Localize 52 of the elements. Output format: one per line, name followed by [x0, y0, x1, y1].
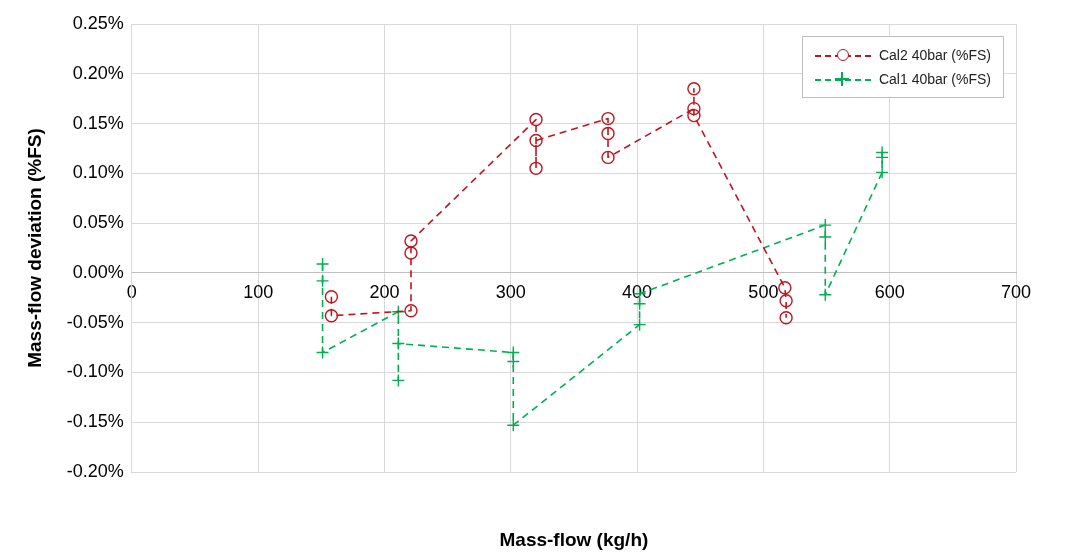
point	[404, 234, 418, 248]
y-axis-title: Mass-flow deviation (%FS)	[23, 128, 45, 368]
point	[601, 126, 615, 141]
point	[818, 218, 832, 232]
point	[875, 165, 889, 180]
point	[687, 108, 701, 123]
legend-label: Cal2 40bar (%FS)	[878, 47, 991, 63]
point	[529, 133, 543, 148]
point	[391, 336, 406, 351]
y-tick-label: -0.15%	[66, 411, 124, 432]
y-tick-label: 0.20%	[72, 62, 124, 83]
point	[315, 345, 330, 360]
point	[818, 230, 832, 244]
y-tick-label: 0.15%	[72, 112, 124, 133]
point	[601, 150, 615, 165]
point	[875, 145, 889, 160]
point	[404, 304, 418, 318]
point	[506, 354, 520, 369]
y-tick-label: 0.05%	[72, 212, 124, 233]
x-tick-label: 200	[369, 281, 400, 302]
point	[779, 310, 793, 325]
x-axis-title: Mass-flow (kg/h)	[499, 528, 649, 550]
x-tick-label: 300	[495, 281, 526, 302]
y-tick-label: -0.10%	[66, 361, 124, 382]
point	[818, 288, 832, 302]
x-tick-label: 0	[126, 281, 137, 302]
point	[404, 246, 418, 260]
point	[687, 82, 701, 96]
x-tick-label: 700	[1000, 281, 1032, 302]
y-tick-label: 0.00%	[72, 261, 124, 282]
point	[687, 101, 701, 116]
point	[601, 111, 615, 126]
point	[779, 294, 793, 308]
y-tick-label: 0.25%	[72, 12, 124, 33]
x-tick-label: 500	[748, 281, 779, 302]
point	[632, 317, 647, 332]
point	[315, 257, 330, 271]
point	[529, 112, 543, 127]
point	[324, 290, 339, 304]
point	[529, 161, 543, 176]
point	[315, 274, 330, 288]
x-tick-label: 100	[243, 281, 274, 302]
legend-label: Cal1 40bar (%FS)	[878, 71, 991, 87]
y-tick-label: -0.20%	[66, 460, 124, 481]
point	[778, 281, 792, 295]
x-tick-label: 600	[874, 281, 905, 302]
point	[324, 309, 339, 323]
point	[391, 305, 406, 319]
y-tick-label: 0.10%	[72, 162, 124, 183]
point	[506, 418, 520, 432]
point	[391, 373, 406, 388]
y-tick-label: -0.05%	[66, 311, 124, 332]
